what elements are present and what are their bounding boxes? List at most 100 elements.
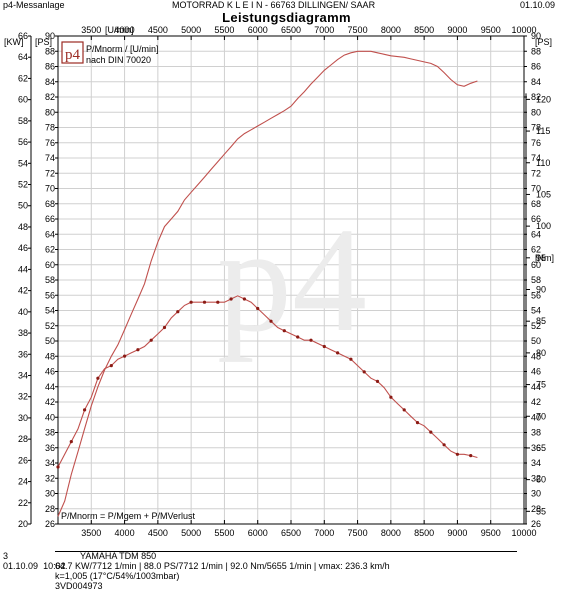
x-tick-label-bottom: 5000 <box>181 528 201 538</box>
torque-point <box>269 319 273 323</box>
nm-tick-label: 75 <box>536 380 546 390</box>
kw-tick-label: 54 <box>18 158 28 168</box>
ps-left-tick-label: 28 <box>45 504 55 514</box>
ps-right-tick-label: 54 <box>531 306 541 316</box>
ps-right-tick-label: 26 <box>531 519 541 529</box>
ps-left-tick-label: 38 <box>45 428 55 438</box>
kw-tick-label: 34 <box>18 370 28 380</box>
ps-right-tick-label: 50 <box>531 336 541 346</box>
nm-unit-label: [Nm] <box>535 253 554 263</box>
torque-point <box>69 440 73 444</box>
kw-tick-label: 62 <box>18 73 28 83</box>
ps-right-tick-label: 62 <box>531 245 541 255</box>
watermark-layer: p4 <box>217 197 367 363</box>
kw-tick-label: 42 <box>18 286 28 296</box>
kw-tick-label: 38 <box>18 328 28 338</box>
kw-tick-label: 20 <box>18 519 28 529</box>
torque-point <box>149 338 153 342</box>
ps-right-tick-label: 78 <box>531 123 541 133</box>
torque-point <box>202 300 207 304</box>
ps-left-tick-label: 42 <box>45 397 55 407</box>
ps-right-tick-label: 56 <box>531 290 541 300</box>
torque-point <box>176 310 180 314</box>
ps-left-tick-label: 40 <box>45 412 55 422</box>
kw-tick-label: 24 <box>18 477 28 487</box>
kw-tick-label: 66 <box>18 31 28 41</box>
torque-point <box>282 329 286 333</box>
kw-tick-label: 58 <box>18 116 28 126</box>
kw-tick-label: 40 <box>18 307 28 317</box>
torque-point <box>189 300 193 304</box>
torque-point <box>96 376 100 380</box>
torque-point <box>256 306 260 311</box>
x-tick-label: 6000 <box>248 25 268 35</box>
ps-right-tick-label: 60 <box>531 260 541 270</box>
torque-point <box>229 297 233 301</box>
ps-left-tick-label: 72 <box>45 168 55 178</box>
nm-tick-label: 65 <box>536 443 546 453</box>
x-tick-label: 7500 <box>348 25 368 35</box>
ps-left-tick-label: 48 <box>45 351 55 361</box>
ps-right-tick-label: 72 <box>531 168 541 178</box>
test-count: 3 <box>3 551 9 561</box>
legend-line-1: P/Mnorm / [U/min] <box>86 44 159 54</box>
x-tick-label: 8500 <box>414 25 434 35</box>
ps-left-tick-label: 52 <box>45 321 55 331</box>
kw-tick-label: 26 <box>18 455 28 465</box>
torque-point <box>349 357 353 361</box>
p4-logo-text: p4 <box>65 47 81 63</box>
ps-right-tick-label: 90 <box>531 31 541 41</box>
kw-tick-label: 46 <box>18 243 28 253</box>
p4-logo: p4 <box>61 41 84 64</box>
torque-point <box>136 348 140 352</box>
kw-tick-label: 28 <box>18 434 28 444</box>
torque-point <box>296 335 300 339</box>
ps-right-tick-label: 84 <box>531 77 541 87</box>
torque-point <box>322 344 326 349</box>
torque-point <box>123 354 127 358</box>
ps-left-tick-label: 84 <box>45 77 55 87</box>
x-tick-label: 8000 <box>381 25 401 35</box>
ps-left-tick-label: 50 <box>45 336 55 346</box>
x-unit-label: [U/min] <box>105 25 134 35</box>
nm-tick-label: 120 <box>536 94 551 104</box>
ps-right-tick-label: 42 <box>531 397 541 407</box>
ps-right-tick-label: 82 <box>531 92 541 102</box>
kw-axis: 20 22 24 26 28 30 32 34 36 38 40 42 44 46 48 50 52 54 56 58… <box>18 31 32 529</box>
x-axis: 3500 3500 4000 4000 4500 4500 5000 5000 5500 5500… <box>81 25 536 538</box>
x-tick-label-bottom: 8000 <box>381 528 401 538</box>
x-tick-label-bottom: 7500 <box>348 528 368 538</box>
nm-tick-label: 80 <box>536 348 546 358</box>
ps-left-tick-label: 88 <box>45 46 55 56</box>
ps-right-tick-label: 86 <box>531 62 541 72</box>
formula-note: P/Mnorm = P/Mgem + P/MVerlust <box>61 511 196 521</box>
ps-right-tick-label: 70 <box>531 184 541 194</box>
torque-curve <box>57 295 478 468</box>
ps-axis-right: 26 28 30 32 34 36 38 40 42 44 46 48 50 52 54 56 58 60 62 64… <box>524 31 541 529</box>
lab-name: p4-Messanlage <box>3 0 65 10</box>
vehicle-id: 3VD004973 <box>55 581 103 591</box>
torque-point <box>362 370 366 374</box>
x-tick-label: 4500 <box>148 25 168 35</box>
gridlines <box>58 35 525 525</box>
nm-tick-label: 95 <box>536 253 546 263</box>
x-tick-label-bottom: 9000 <box>447 528 467 538</box>
ps-right-tick-label: 38 <box>531 428 541 438</box>
nm-tick-label: 115 <box>536 126 550 136</box>
ps-right-tick-label: 88 <box>531 46 541 56</box>
test-date: 01.10.09 <box>3 561 39 571</box>
ps-left-tick-label: 30 <box>45 489 55 499</box>
ps-left-unit-label: [PS] <box>35 37 52 47</box>
kw-tick-label: 50 <box>18 201 28 211</box>
nm-tick-label: 110 <box>536 158 550 168</box>
x-tick-label: 3500 <box>81 25 101 35</box>
ps-right-tick-label: 32 <box>531 473 541 483</box>
ps-axis-left: 26 28 30 32 34 36 38 40 42 44 46 48 50 52 54 56 58 60 62 64… <box>45 31 58 529</box>
ps-right-tick-label: 28 <box>531 504 541 514</box>
x-tick-label: 9500 <box>481 25 501 35</box>
torque-point <box>109 364 113 368</box>
nm-tick-label: 55 <box>536 506 546 516</box>
x-tick-label-bottom: 3500 <box>81 528 101 538</box>
ps-left-tick-label: 32 <box>45 473 55 483</box>
torque-point <box>389 395 393 399</box>
